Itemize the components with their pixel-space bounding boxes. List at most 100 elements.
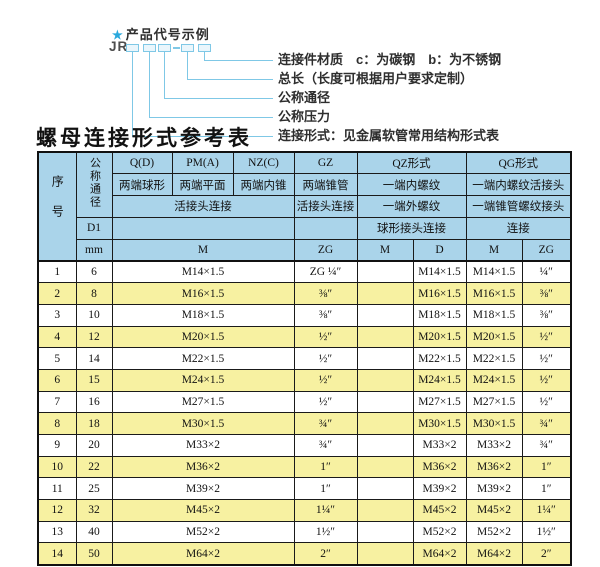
cell-qg-m: M16×1.5 <box>465 282 523 305</box>
cell-qz-m <box>356 499 414 522</box>
cell-seq: 4 <box>37 325 77 349</box>
header-qz-desc2: 一端外螺纹 <box>356 195 467 218</box>
cell-mm: 50 <box>75 542 113 566</box>
cell-qz-d: M22×1.5 <box>412 347 467 370</box>
header-q-desc: 两端球形 <box>111 173 173 197</box>
header-gz-connection: 活接头连接 <box>293 195 358 218</box>
cell-seq: 11 <box>37 477 77 501</box>
header-q: Q(D) <box>111 151 173 175</box>
cell-zg: ½″ <box>293 347 358 370</box>
cell-m: M39×2 <box>111 477 295 501</box>
cell-seq: 10 <box>37 455 77 479</box>
cell-seq: 12 <box>37 499 77 522</box>
header-qg: QG形式 <box>465 151 572 175</box>
cell-qg-m: M14×1.5 <box>465 260 523 284</box>
header-row-5: mm M ZG M D M ZG <box>38 238 572 262</box>
header-seq: 序号 <box>37 151 77 262</box>
cell-qg-m: M64×2 <box>465 542 523 566</box>
cell-qg-m: M27×1.5 <box>465 390 523 414</box>
table-row: 4 12 M20×1.5 ½″ M20×1.5 M20×1.5 ½″ <box>37 325 572 349</box>
cell-m: M30×1.5 <box>111 412 295 435</box>
header-qz-desc1: 一端内螺纹 <box>356 173 467 197</box>
table-body: 1 6 M14×1.5 ZG ¼″ M14×1.5 M14×1.5 ¼″ 2 8 M16×1.5 ⅜… <box>37 260 572 566</box>
cell-mm: 32 <box>75 499 113 522</box>
cell-qg-zg: 1″ <box>521 477 572 501</box>
cell-m: M20×1.5 <box>111 325 295 349</box>
cell-m: M27×1.5 <box>111 390 295 414</box>
cell-qg-zg: ½″ <box>521 347 572 370</box>
cell-qg-zg: ¾″ <box>521 412 572 435</box>
cell-mm: 16 <box>75 390 113 414</box>
cell-seq: 1 <box>37 260 77 284</box>
cell-qg-zg: ½″ <box>521 368 572 392</box>
cell-seq: 14 <box>37 542 77 566</box>
diagram-heading-text: 产品代号示例 <box>125 27 210 42</box>
cell-qz-m <box>356 455 414 479</box>
cell-m: M16×1.5 <box>111 282 295 305</box>
header-mm: mm <box>75 238 113 262</box>
cell-zg: 2″ <box>293 542 358 566</box>
cell-qg-zg: 1″ <box>521 455 572 479</box>
connector-line-length <box>187 51 273 80</box>
cell-qg-m: M20×1.5 <box>465 325 523 349</box>
cell-qg-zg: 1¼″ <box>521 499 572 522</box>
table-row: 13 40 M52×2 1½″ M52×2 M52×2 1½″ <box>37 520 572 544</box>
table-row: 14 50 M64×2 2″ M64×2 M64×2 2″ <box>37 542 572 566</box>
cell-mm: 40 <box>75 520 113 544</box>
header-nominal-label: 公称通径 <box>88 157 101 210</box>
header-m1: M <box>111 238 295 262</box>
cell-seq: 3 <box>37 303 77 327</box>
cell-qz-d: M30×1.5 <box>412 412 467 435</box>
cell-qg-zg: ⅜″ <box>521 282 572 305</box>
cell-qz-m <box>356 303 414 327</box>
cell-zg: 1¼″ <box>293 499 358 522</box>
header-d: D <box>412 238 467 262</box>
cell-qz-d: M45×2 <box>412 499 467 522</box>
cell-seq: 8 <box>37 412 77 435</box>
cell-qg-m: M36×2 <box>465 455 523 479</box>
header-zg1: ZG <box>293 238 358 262</box>
cell-seq: 7 <box>37 390 77 414</box>
cell-m: M14×1.5 <box>111 260 295 284</box>
connector-line-form <box>132 51 273 137</box>
cell-qg-zg: ⅜″ <box>521 303 572 327</box>
cell-zg: ⅜″ <box>293 282 358 305</box>
header-qz-connection: 球形接头连接 <box>356 216 467 240</box>
cell-m: M36×2 <box>111 455 295 479</box>
star-icon: ★ <box>112 28 124 42</box>
cell-qz-m <box>356 477 414 501</box>
cell-zg: ZG ¼″ <box>293 260 358 284</box>
cell-qz-d: M36×2 <box>412 455 467 479</box>
code-dash <box>172 47 180 49</box>
cell-m: M45×2 <box>111 499 295 522</box>
header-zg2: ZG <box>521 238 572 262</box>
cell-mm: 10 <box>75 303 113 327</box>
header-blank-left <box>111 216 295 240</box>
table-row: 8 18 M30×1.5 ¾″ M30×1.5 M30×1.5 ¾″ <box>37 412 572 435</box>
cell-qz-d: M39×2 <box>412 477 467 501</box>
cell-qg-zg: 2″ <box>521 542 572 566</box>
cell-zg: ½″ <box>293 325 358 349</box>
cell-qz-d: M33×2 <box>412 433 467 457</box>
cell-mm: 18 <box>75 412 113 435</box>
cell-m: M18×1.5 <box>111 303 295 327</box>
cell-qg-m: M39×2 <box>465 477 523 501</box>
cell-mm: 22 <box>75 455 113 479</box>
cell-qz-m <box>356 325 414 349</box>
cell-m: M22×1.5 <box>111 347 295 370</box>
cell-qg-m: M45×2 <box>465 499 523 522</box>
cell-m: M24×1.5 <box>111 368 295 392</box>
cell-qz-d: M16×1.5 <box>412 282 467 305</box>
header-pm: PM(A) <box>171 151 234 175</box>
cell-qz-m <box>356 282 414 305</box>
table-row: 12 32 M45×2 1¼″ M45×2 M45×2 1¼″ <box>37 499 572 522</box>
cell-qz-m <box>356 368 414 392</box>
cell-zg: 1″ <box>293 477 358 501</box>
cell-mm: 20 <box>75 433 113 457</box>
header-qg-desc2: 一端锥管螺纹接头 <box>465 195 572 218</box>
cell-mm: 14 <box>75 347 113 370</box>
cell-qz-d: M64×2 <box>412 542 467 566</box>
label-length: 总长（长度可根据用户要求定制） <box>278 71 474 86</box>
nut-connection-reference-table: 序号 公称通径 Q(D) PM(A) NZ(C) GZ QZ形式 QG形式 两端… <box>37 151 572 566</box>
